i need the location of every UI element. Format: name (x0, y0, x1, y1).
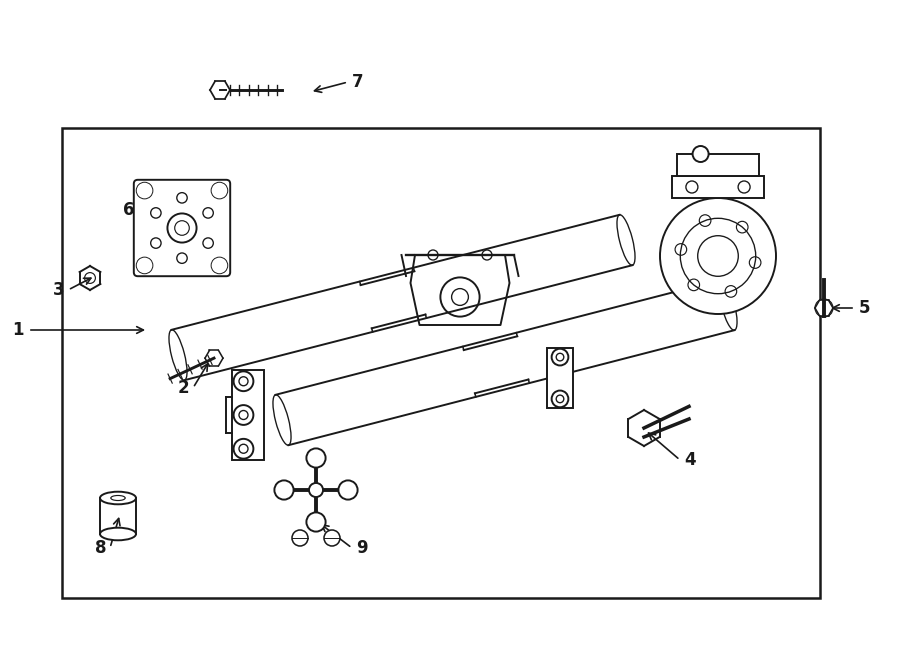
Text: 8: 8 (94, 539, 106, 557)
Bar (232, 370, 264, 460)
Circle shape (552, 391, 569, 407)
Circle shape (306, 512, 326, 532)
Circle shape (815, 299, 833, 317)
Text: 1: 1 (13, 321, 24, 339)
Circle shape (338, 481, 357, 500)
Text: 2: 2 (177, 379, 189, 397)
Text: 7: 7 (352, 73, 364, 91)
Bar (62, 128, 820, 598)
Circle shape (309, 483, 323, 497)
Text: 6: 6 (122, 201, 134, 219)
Circle shape (234, 405, 254, 425)
Circle shape (324, 530, 340, 546)
Bar (671, 176, 764, 198)
Bar (546, 348, 573, 408)
Circle shape (660, 198, 776, 314)
Circle shape (274, 481, 293, 500)
FancyBboxPatch shape (134, 180, 230, 276)
Text: 4: 4 (684, 451, 696, 469)
Circle shape (552, 349, 569, 365)
Circle shape (693, 146, 708, 162)
Text: 5: 5 (859, 299, 870, 317)
Text: 3: 3 (52, 281, 64, 299)
Ellipse shape (100, 528, 136, 540)
Circle shape (234, 439, 254, 459)
Ellipse shape (100, 492, 136, 504)
Circle shape (292, 530, 308, 546)
Text: 9: 9 (356, 539, 367, 557)
Circle shape (306, 448, 326, 467)
Bar (678, 154, 759, 176)
Circle shape (234, 371, 254, 391)
